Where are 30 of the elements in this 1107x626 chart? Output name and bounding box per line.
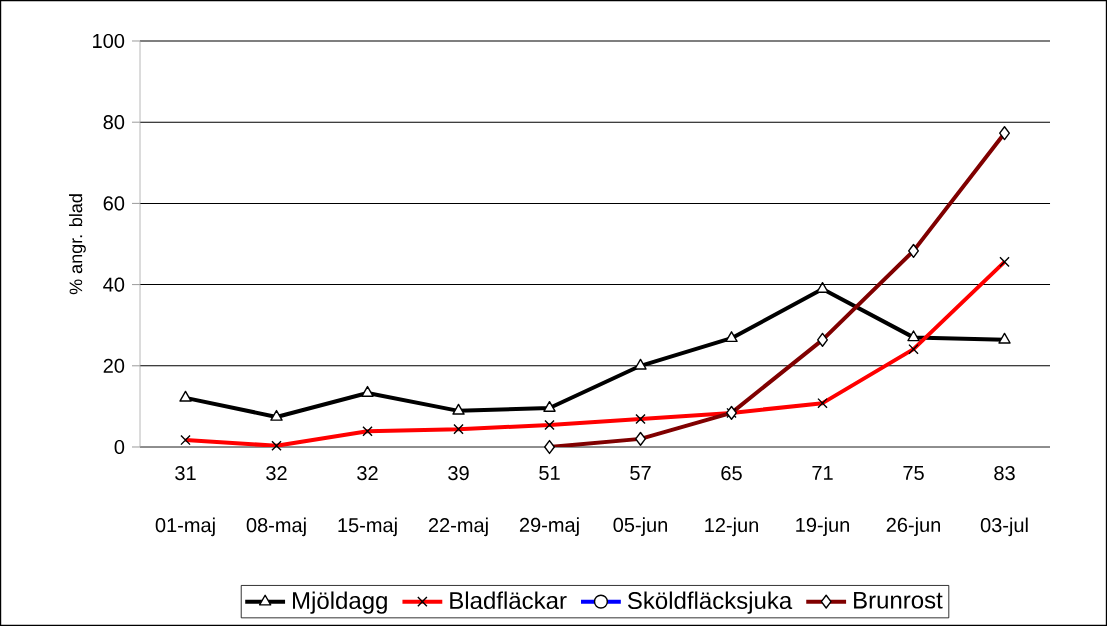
legend-label: Mjöldagg bbox=[293, 591, 387, 614]
category-label: 32 15-maj bbox=[338, 466, 397, 537]
point bbox=[452, 403, 465, 415]
category-label: 65 12-jun bbox=[705, 466, 758, 537]
y-axis-title: % angr. blad bbox=[69, 194, 86, 295]
point bbox=[907, 330, 920, 342]
point bbox=[998, 332, 1011, 344]
y-tick-label: 80 bbox=[103, 115, 125, 130]
legend-label: Sköldfläcksjuka bbox=[627, 591, 793, 614]
point bbox=[179, 390, 192, 402]
category-label: 57 05-jun bbox=[613, 466, 667, 536]
point bbox=[361, 385, 374, 397]
y-tick-label: 40 bbox=[103, 277, 125, 292]
y-tick-label: 60 bbox=[103, 196, 125, 211]
category-label: 83 03-jul bbox=[980, 466, 1028, 537]
category-label: 71 19-jun bbox=[796, 466, 849, 536]
point bbox=[816, 281, 829, 293]
point bbox=[543, 400, 556, 412]
y-tick-label: 20 bbox=[103, 358, 125, 373]
y-tick-label: 100 bbox=[93, 33, 125, 49]
y-tick-label: 0 bbox=[114, 439, 125, 455]
point bbox=[270, 409, 283, 421]
category-label: 75 26-jun bbox=[886, 466, 940, 536]
category-label: 31 01-maj bbox=[155, 466, 215, 537]
legend-label: Bladfläckar bbox=[450, 591, 567, 610]
category-label: 32 08-maj bbox=[246, 466, 306, 537]
category-label: 39 22-maj bbox=[428, 466, 488, 537]
point bbox=[725, 331, 738, 343]
category-label: 51 29-maj bbox=[519, 466, 579, 536]
legend-label: Brunrost bbox=[854, 591, 943, 609]
